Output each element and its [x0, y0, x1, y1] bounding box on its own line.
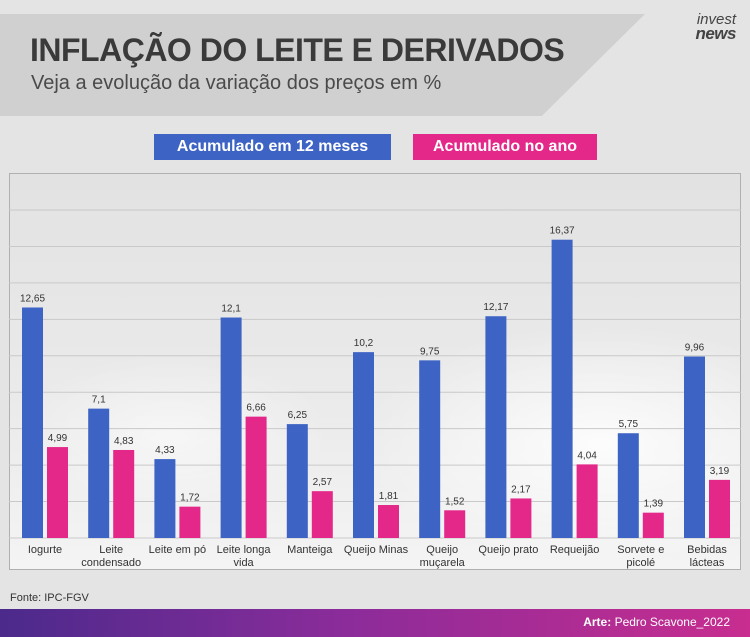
category-label: Requeijão — [550, 544, 600, 556]
data-label: 4,99 — [48, 433, 68, 444]
data-label: 2,17 — [511, 484, 531, 495]
category-label: Bebidas — [687, 544, 727, 556]
category-label: Sorvete e — [617, 544, 664, 556]
bar-12m — [617, 433, 639, 538]
legend-no-ano: Acumulado no ano — [413, 134, 597, 160]
credit-line: Arte: Pedro Scavone_2022 — [583, 615, 730, 629]
category-label: Leite longa — [217, 544, 272, 556]
category-label: Queijo — [426, 544, 458, 556]
bar-ano — [311, 491, 333, 538]
data-label: 12,17 — [483, 302, 508, 313]
bar-ano — [179, 506, 201, 538]
bar-ano — [245, 416, 267, 538]
data-label: 4,04 — [577, 450, 597, 461]
bar-ano — [113, 449, 135, 538]
bar-ano — [642, 512, 664, 538]
bar-12m — [286, 424, 308, 538]
data-label: 6,25 — [288, 410, 308, 421]
data-label: 12,1 — [221, 304, 241, 315]
bar-12m — [551, 239, 573, 539]
data-label: 1,81 — [379, 491, 399, 502]
category-label: lácteas — [690, 557, 725, 569]
data-label: 1,39 — [644, 499, 664, 510]
bar-12m — [154, 459, 176, 538]
data-label: 4,33 — [155, 445, 175, 456]
data-label: 4,83 — [114, 436, 134, 447]
bar-ano — [576, 464, 598, 538]
bar-12m — [88, 408, 110, 538]
category-label: Manteiga — [287, 544, 333, 556]
data-label: 3,19 — [710, 466, 730, 477]
category-label: condensado — [81, 557, 141, 569]
page-subtitle: Veja a evolução da variação dos preços e… — [31, 72, 442, 94]
credit-name: Pedro Scavone_2022 — [614, 615, 730, 629]
bar-12m — [684, 356, 705, 538]
footer-bar — [0, 609, 750, 637]
bar-ano — [47, 447, 68, 538]
bar-ano — [709, 479, 730, 538]
source-note: Fonte: IPC-FGV — [10, 592, 89, 604]
data-label: 1,52 — [445, 496, 465, 507]
category-label: picolé — [626, 557, 655, 569]
data-label: 16,37 — [550, 226, 575, 237]
logo-line-invest: invest — [696, 11, 736, 28]
bar-ano — [378, 505, 399, 538]
category-label: Queijo prato — [478, 544, 538, 556]
bar-ano — [444, 510, 466, 538]
data-label: 2,57 — [313, 477, 333, 488]
credit-label: Arte: — [583, 615, 612, 629]
data-label: 6,66 — [246, 403, 266, 414]
page-title: INFLAÇÃO DO LEITE E DERIVADOS — [30, 32, 565, 68]
bar-12m — [220, 317, 242, 538]
bar-12m — [22, 307, 43, 538]
data-label: 12,65 — [20, 293, 45, 304]
logo-line-news: news — [695, 24, 736, 43]
data-label: 7,1 — [92, 395, 106, 406]
bar-12m — [419, 360, 441, 538]
data-label: 1,72 — [180, 493, 200, 504]
data-label: 5,75 — [619, 419, 639, 430]
category-label: Leite em pó — [149, 544, 206, 556]
category-label: Queijo Minas — [344, 544, 409, 556]
category-label: vida — [234, 557, 255, 569]
bar-12m — [353, 352, 374, 538]
investnews-logo: invest news — [666, 11, 736, 43]
data-label: 9,75 — [420, 346, 440, 357]
legend-12-meses: Acumulado em 12 meses — [154, 134, 391, 160]
bar-12m — [485, 316, 507, 538]
category-label: Iogurte — [28, 544, 62, 556]
bar-ano — [510, 498, 532, 538]
category-label: Leite — [99, 544, 123, 556]
category-label: muçarela — [420, 557, 466, 569]
data-label: 10,2 — [354, 338, 374, 349]
data-label: 9,96 — [685, 343, 705, 354]
header-band — [0, 14, 645, 116]
